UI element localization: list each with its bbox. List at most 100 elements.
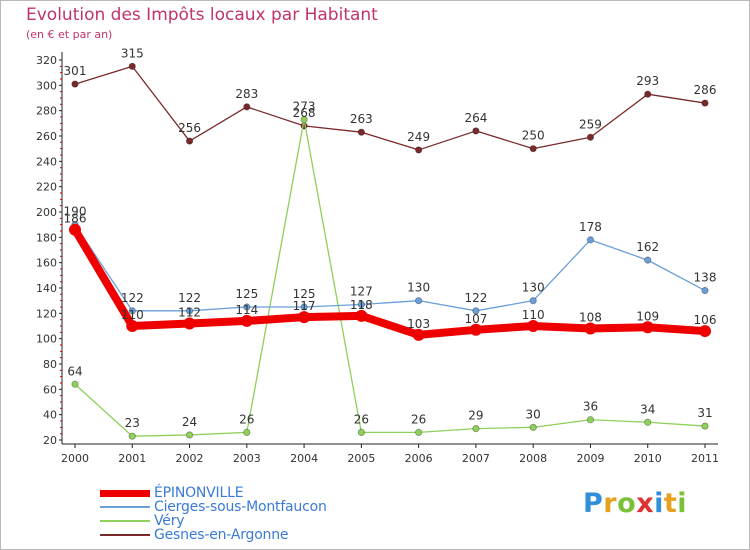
- data-point: [357, 128, 365, 136]
- data-point: [126, 320, 139, 332]
- y-tick-label: 220: [36, 181, 57, 194]
- legend-item-epinonville: ÉPINONVILLE: [100, 485, 400, 501]
- data-label: 103: [407, 317, 430, 331]
- logo-letter: t: [663, 488, 678, 519]
- data-point: [415, 428, 423, 436]
- data-point: [128, 307, 136, 315]
- y-tick-label: 320: [36, 54, 57, 67]
- legend-swatch-epinonville: [100, 490, 150, 497]
- y-tick-label: 40: [43, 409, 57, 422]
- data-label: 118: [350, 298, 373, 312]
- data-point: [472, 307, 480, 315]
- data-label: 125: [293, 287, 316, 301]
- data-point: [586, 236, 595, 244]
- data-point: [298, 311, 311, 324]
- data-point: [240, 314, 253, 327]
- data-label: 122: [464, 291, 487, 305]
- data-label: 249: [407, 130, 430, 144]
- chart-subtitle: (en € et par an): [26, 28, 113, 41]
- data-point: [183, 317, 196, 330]
- chart-title: Evolution des Impôts locaux par Habitant: [26, 5, 378, 25]
- y-tick-label: 20: [43, 434, 57, 447]
- data-label: 286: [694, 83, 717, 97]
- data-point: [584, 322, 597, 335]
- data-point: [185, 307, 194, 315]
- y-tick-label: 180: [36, 231, 57, 244]
- data-label: 264: [464, 111, 487, 125]
- data-point: [415, 146, 423, 154]
- data-point: [71, 380, 79, 388]
- y-tick-label: 120: [36, 307, 57, 320]
- logo-letter: i: [654, 488, 664, 519]
- data-point: [128, 432, 136, 440]
- data-point: [644, 418, 652, 426]
- y-tick-label: 300: [36, 79, 57, 92]
- legend-label-cierges: Cierges-sous-Montfaucon: [154, 499, 327, 515]
- data-point: [69, 223, 81, 236]
- data-label: 29: [468, 409, 483, 423]
- x-tick-label: 2011: [691, 452, 719, 465]
- data-point: [243, 103, 251, 111]
- y-tick-label: 260: [36, 130, 57, 143]
- data-label: 26: [354, 412, 369, 426]
- data-point: [529, 145, 537, 153]
- data-point: [415, 297, 423, 305]
- logo-letter: P: [583, 488, 604, 519]
- data-label: 301: [64, 64, 87, 78]
- data-point: [128, 62, 136, 70]
- data-point: [472, 424, 480, 433]
- x-tick-label: 2001: [118, 452, 146, 465]
- y-tick-label: 140: [36, 282, 57, 295]
- proxiti-logo: Proxiti: [583, 488, 687, 519]
- data-label: 138: [694, 271, 717, 285]
- legend-item-very: Véry: [100, 513, 400, 529]
- data-point: [185, 137, 194, 145]
- data-label: 190: [64, 205, 87, 219]
- data-label: 36: [583, 400, 598, 414]
- data-point: [701, 99, 709, 107]
- legend-label-gesnes: Gesnes-en-Argonne: [154, 527, 289, 543]
- x-tick-label: 2006: [405, 452, 433, 465]
- data-label: 26: [239, 412, 254, 426]
- y-tick-label: 80: [43, 358, 57, 371]
- data-point: [699, 325, 711, 338]
- data-label: 109: [636, 309, 659, 323]
- data-label: 26: [411, 412, 426, 426]
- data-point: [243, 428, 251, 436]
- y-tick-label: 200: [36, 206, 57, 219]
- data-point: [586, 133, 595, 141]
- data-point: [357, 300, 365, 309]
- legend-item-gesnes: Gesnes-en-Argonne: [100, 527, 400, 543]
- data-label: 293: [636, 74, 659, 88]
- y-tick-label: 160: [36, 257, 57, 270]
- logo-letter: i: [677, 488, 688, 519]
- series-line-2: [74, 118, 706, 437]
- data-label: 127: [350, 284, 373, 298]
- x-tick-label: 2003: [233, 452, 261, 465]
- data-label: 31: [697, 406, 712, 420]
- legend-label-very: Véry: [154, 513, 185, 529]
- data-label: 24: [182, 415, 197, 429]
- data-point: [300, 115, 308, 124]
- data-label: 268: [293, 106, 316, 120]
- y-tick-label: 100: [36, 333, 57, 346]
- data-point: [300, 122, 308, 130]
- data-label: 34: [640, 402, 655, 416]
- data-point: [527, 320, 540, 332]
- x-tick-label: 2005: [347, 452, 375, 465]
- data-point: [586, 416, 595, 424]
- data-point: [71, 80, 79, 88]
- data-label: 114: [235, 303, 258, 317]
- x-tick-label: 2007: [462, 452, 490, 465]
- logo-letter: o: [617, 488, 637, 519]
- data-point: [644, 256, 652, 264]
- x-tick-label: 2010: [634, 452, 662, 465]
- data-label: 107: [464, 312, 487, 326]
- data-label: 30: [526, 407, 541, 421]
- data-point: [472, 127, 480, 135]
- y-tick-label: 240: [36, 155, 57, 168]
- data-label: 315: [121, 46, 144, 60]
- data-point: [412, 328, 425, 341]
